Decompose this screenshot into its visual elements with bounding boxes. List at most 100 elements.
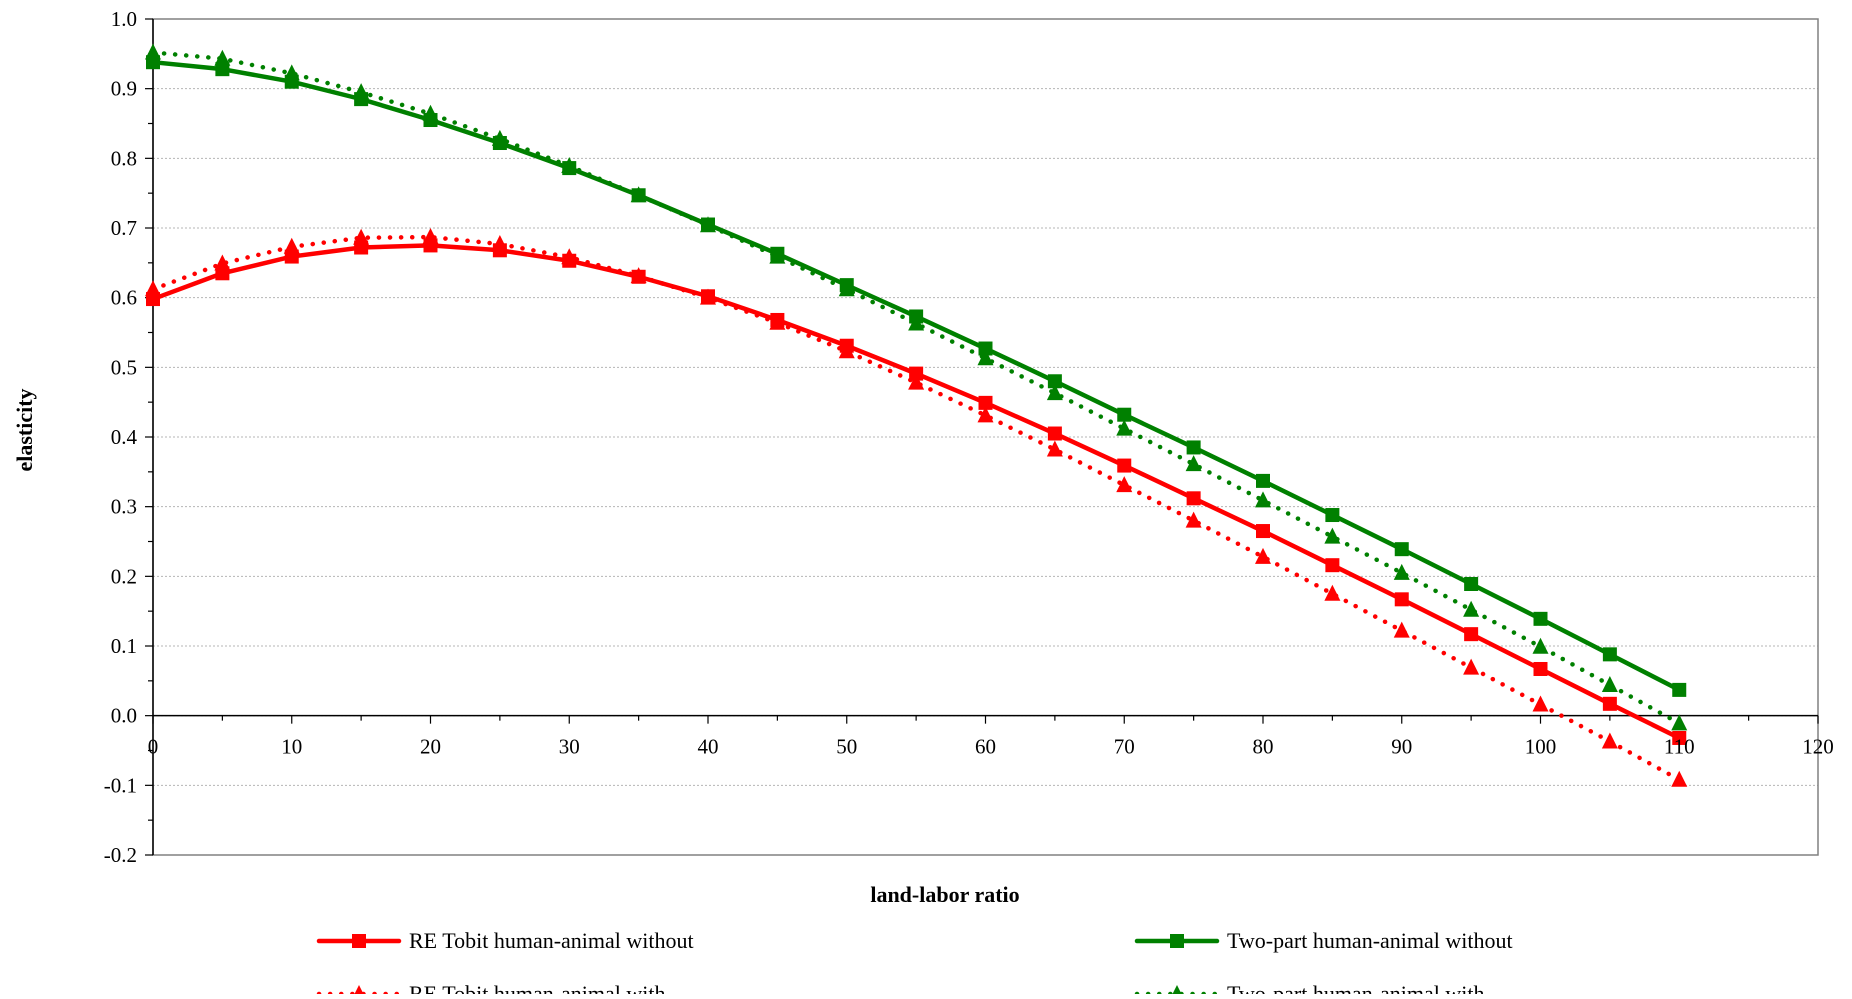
data-point [1464,576,1479,591]
data-point [978,341,993,356]
x-tick-label: 120 [1802,735,1834,759]
data-point [1255,491,1271,508]
series-group [145,43,1688,787]
data-point [908,373,925,390]
data-point [631,269,646,284]
data-point [354,240,369,255]
data-point [215,266,230,281]
data-point [701,289,715,304]
data-point [909,309,924,324]
y-tick-label: 0.3 [111,495,137,519]
data-point [1671,770,1688,787]
data-point [1186,491,1201,506]
data-point [146,292,160,307]
data-point [284,249,299,264]
data-point [1393,621,1410,638]
gridlines [153,18,1818,786]
data-point [1394,592,1409,607]
data-point [1532,695,1549,712]
data-point [1046,384,1063,401]
data-point [909,366,924,381]
data-point [354,92,369,107]
legend-item: RE Tobit human-animal without [316,928,694,953]
data-point [1047,374,1062,389]
y-tick-label: 0.1 [111,634,137,658]
data-point [1047,426,1062,441]
data-point [214,49,231,66]
y-tick-label: 0.0 [111,704,137,728]
data-point [1671,714,1688,731]
data-point [1672,682,1687,697]
data-point [1533,661,1548,676]
legend-label: RE Tobit human-animal without [409,928,694,953]
data-point [1602,647,1617,662]
data-point [1601,732,1618,749]
legend-item: Two-part human-animal without [1134,928,1513,953]
x-tick-label: 40 [698,735,719,759]
data-point [701,217,715,232]
data-point [562,253,577,268]
data-point [977,406,994,423]
data-point [1464,627,1479,642]
x-axis-title: land-labor ratio [870,882,1019,907]
y-tick-label: 0.9 [111,77,137,101]
y-tick-label: 0.8 [111,146,137,170]
data-point [1256,524,1270,539]
data-point [839,338,854,353]
data-point [1324,527,1341,544]
x-tick-label: 90 [1391,735,1412,759]
data-point [1325,508,1340,523]
data-point [1463,600,1480,617]
data-point [631,188,646,203]
y-tick-label: 0.6 [111,286,137,310]
data-point [1324,584,1341,601]
data-point [1325,558,1340,573]
legend-item: RE Tobit human-animal with [316,981,666,999]
data-point [146,55,160,70]
tick-labels: 1.0 0.9 0.8 0.7 0.6 0.5 0.4 0.3 0.2 0.1 0.0 -0.1 -0.… [104,7,1834,867]
x-tick-label: 0 [148,735,159,759]
data-point [423,238,438,253]
y-tick-label: -0.1 [104,773,137,797]
data-point [1601,676,1618,693]
data-point [562,161,577,176]
x-tick-label: 50 [836,735,857,759]
data-point [770,246,785,261]
series-line [150,234,1682,783]
data-point [1533,611,1548,626]
y-tick-label: 0.2 [111,564,137,588]
x-tick-label: 80 [1253,735,1274,759]
data-point [1393,563,1410,580]
data-point [1463,658,1480,675]
x-tick-label: 100 [1525,735,1557,759]
legend-marker [1170,934,1184,948]
data-point [1186,440,1201,455]
data-point [1532,637,1549,654]
x-tick-label: 70 [1114,735,1135,759]
data-point [770,312,785,327]
series-line [150,50,1682,726]
data-point [1116,419,1133,436]
data-point [284,74,299,89]
data-point [977,349,994,366]
data-point [1185,455,1202,472]
axes [145,18,1819,856]
legend: RE Tobit human-animal without RE Tobit hu… [316,928,1513,999]
data-point [1117,458,1132,473]
legend-label: RE Tobit human-animal with [409,981,666,994]
data-point [492,243,507,258]
data-point [492,136,507,151]
data-point [1116,476,1133,493]
data-point [978,395,993,410]
x-tick-label: 10 [281,735,302,759]
y-tick-label: 0.5 [111,355,137,379]
x-tick-label: 30 [559,735,580,759]
data-point [1394,542,1409,557]
data-point [1672,730,1687,745]
data-point [1117,407,1132,422]
data-point [423,113,438,128]
data-point [839,278,854,293]
x-tick-label: 110 [1664,735,1695,759]
